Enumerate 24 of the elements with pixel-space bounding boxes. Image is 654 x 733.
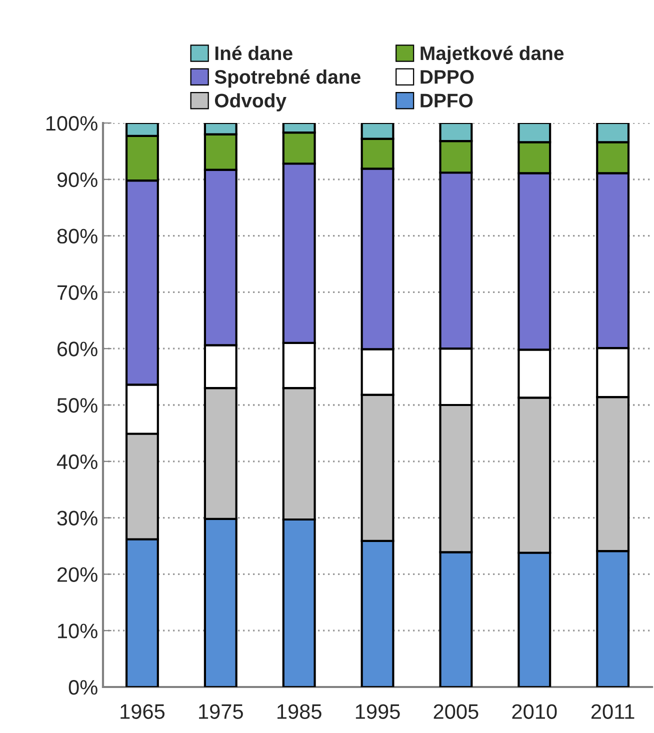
y-tick-label: 90% [57, 172, 98, 188]
y-tick-label: 20% [57, 567, 98, 582]
legend-label: Odvody [214, 93, 286, 112]
x-tick-label: 2010 [512, 704, 557, 719]
y-tick-label: 100% [46, 116, 98, 131]
y-tick-label: 0% [68, 680, 98, 695]
legend-label: Majetkové dane [420, 46, 564, 64]
y-tick-label: 70% [58, 285, 98, 300]
y-tick-label: 40% [56, 454, 98, 470]
x-tick-label: 1995 [356, 704, 400, 719]
x-tick-label: 2011 [591, 704, 634, 719]
y-tick-label: 50% [57, 398, 98, 413]
y-tick-label: 10% [58, 624, 98, 638]
x-tick-label: 1965 [120, 704, 165, 719]
x-tick-label: 1985 [278, 704, 322, 719]
legend-label: Spotrebné dane [214, 69, 360, 88]
x-tick-label: 2005 [434, 704, 478, 719]
y-tick-label: 80% [57, 228, 98, 244]
legend-label: DPFO [420, 94, 473, 108]
y-tick-label: 30% [57, 510, 98, 526]
x-tick-label: 1975 [199, 704, 243, 719]
y-tick-label: 60% [58, 342, 98, 356]
legend-label: DPPO [420, 70, 474, 84]
legend-label: Iné dane [215, 46, 292, 60]
